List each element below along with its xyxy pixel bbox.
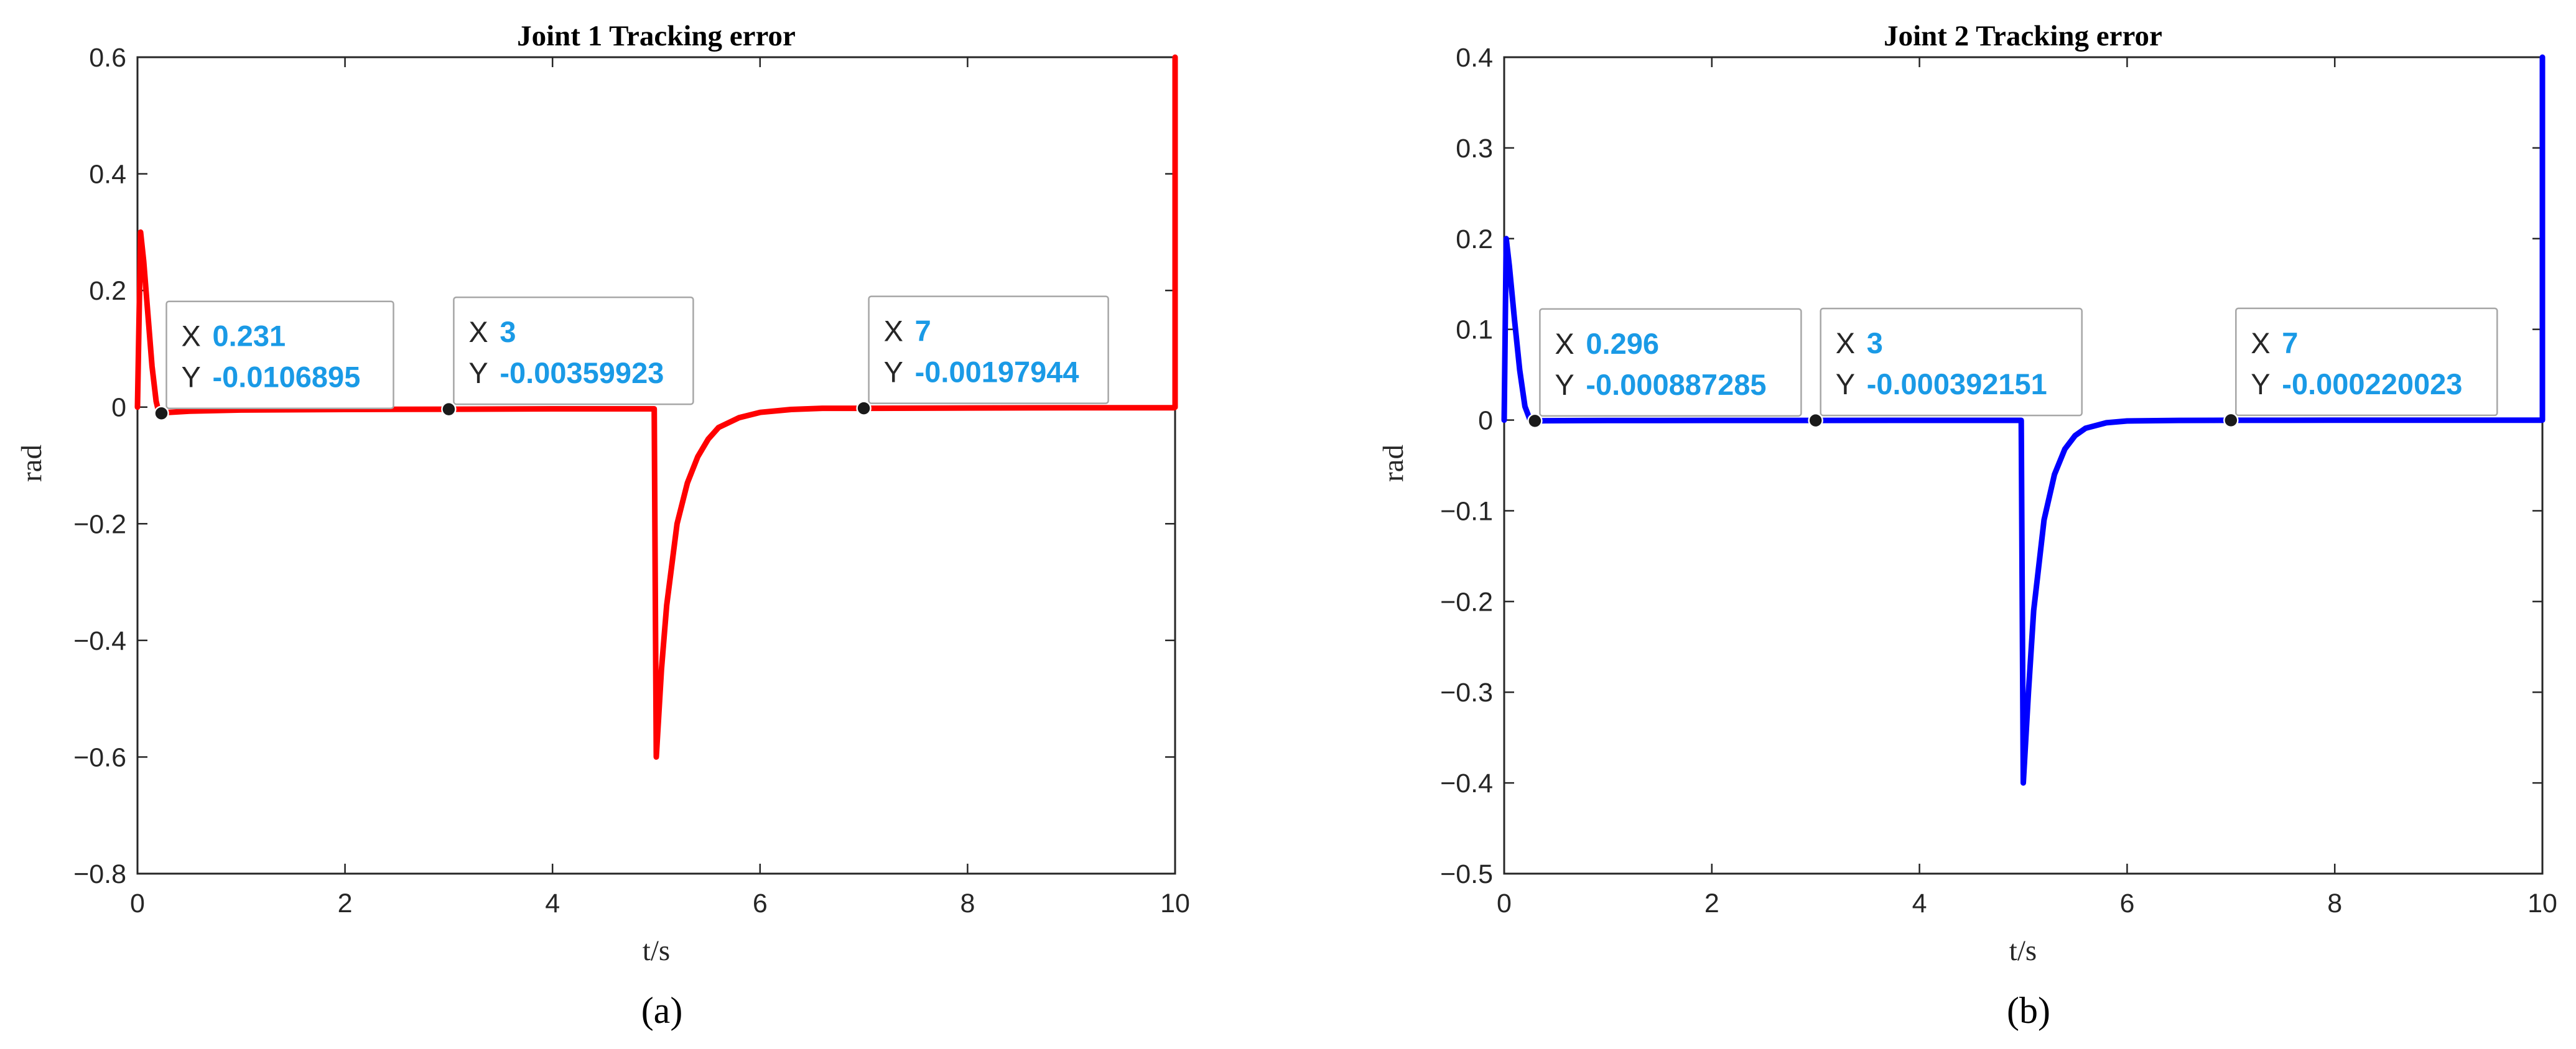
datatip[interactable]: X 7Y -0.000220023 [2223,307,2498,428]
y-axis-label: rad [1377,445,1410,482]
datatip-y-value: -0.000220023 [2282,367,2462,400]
datatip-x-key: X [1555,327,1574,360]
y-tick-label: −0.2 [73,509,126,539]
datatip-x-value: 0.296 [1586,327,1659,360]
datatip-box [453,296,694,405]
y-tick-label: 0 [1478,406,1493,436]
datatip-x-key: X [182,320,201,353]
x-tick-label: 2 [1704,889,1719,918]
datatip[interactable]: X 3Y -0.000392151 [1808,307,2083,428]
y-tick-label: 0.2 [89,276,126,306]
datatip-marker[interactable] [154,405,169,421]
panel-label: (a) [641,990,683,1031]
datatip-box [868,295,1109,404]
axes-frame [136,56,1176,875]
datatip-y-value: -0.000887285 [1586,368,1766,401]
datatip[interactable]: X 0.231 Y -0.0106895 [154,300,394,421]
y-tick-label: −0.6 [73,742,126,772]
datatip-x-value: 3 [1867,326,1883,359]
datatip-box [1820,307,2083,417]
y-tick-label: 0.1 [1456,315,1493,345]
datatip[interactable]: X 0.296 Y -0.000887285 [1527,308,1802,429]
axes-frame [1503,56,2544,875]
datatip-box [1539,308,1802,417]
y-tick-label: 0.3 [1456,134,1493,164]
datatip-y-value: -0.000392151 [1867,367,2047,400]
x-tick-label: 6 [753,889,768,918]
y-axis-label: rad [16,445,48,482]
y-tick-label: −0.8 [73,859,126,889]
series-line [1501,54,2546,786]
x-tick-label: 10 [2527,889,2557,918]
y-tick-label: 0.6 [89,43,126,73]
x-axis-label: t/s [2009,935,2037,967]
datatip-box [2235,307,2498,417]
datatip-y-key: Y [2251,367,2270,400]
plot-area [134,54,1178,875]
datatip-y-key: Y [1836,367,1855,400]
datatip-x-value: 7 [2282,326,2298,359]
chart-title: Joint 1 Tracking error [517,20,796,52]
y-tick-label: −0.4 [73,626,126,656]
datatip-x-value: 0.231 [213,320,286,353]
y-tick-label: 0.4 [1456,43,1493,73]
chart-title: Joint 2 Tracking error [1884,20,2162,52]
datatip-marker[interactable] [1527,413,1543,429]
datatip[interactable]: X 7Y -0.00197944 [856,295,1109,416]
y-tick-label: −0.5 [1440,859,1493,889]
datatip-y-key: Y [1555,368,1574,401]
axis-ticks: 0 2 4 6 8 10 −0.5 −0.4 −0.3 −0.2 −0.1 0 0.1 0.2 0.3 0.4 [1440,43,2557,918]
datatip-y-key: Y [182,361,201,394]
x-tick-label: 0 [130,889,145,918]
y-tick-label: 0.4 [89,160,126,190]
datatip-y-value: -0.0106895 [213,361,361,394]
datatip-y-key: Y [468,356,488,389]
panel-b: Joint 2 Tracking error rad t/s (b) 0 2 4 6 8… [1377,20,2557,1031]
y-tick-label: −0.4 [1440,769,1493,798]
datatip-box [165,300,394,409]
x-axis-label: t/s [643,935,670,967]
y-tick-label: −0.3 [1440,678,1493,708]
x-tick-label: 8 [2327,889,2342,918]
panel-a: Joint 1 Tracking error rad t/s (a) 0 2 4 6 8… [16,20,1190,1031]
datatip-marker[interactable] [441,401,457,417]
datatip-marker[interactable] [2223,412,2239,428]
y-tick-label: −0.1 [1440,496,1493,526]
datatip-x-key: X [1836,326,1855,359]
plot-area [1501,54,2546,875]
x-tick-label: 4 [545,889,560,918]
datatip[interactable]: X 3Y -0.00359923 [441,296,694,417]
x-tick-label: 2 [338,889,353,918]
y-tick-label: 0 [111,393,126,423]
datatip-y-value: -0.00359923 [500,356,664,389]
axis-ticks: 0 2 4 6 8 10 −0.8 −0.6 −0.4 −0.2 0 0.2 0.4 0.6 [73,43,1190,918]
x-tick-label: 6 [2119,889,2134,918]
datatip-y-value: -0.00197944 [915,356,1079,389]
panel-label: (b) [2007,990,2050,1031]
datatip-x-key: X [2251,326,2270,359]
datatip-marker[interactable] [856,400,872,416]
y-tick-label: −0.2 [1440,587,1493,617]
datatip-y-key: Y [884,356,903,389]
x-tick-label: 8 [960,889,975,918]
datatip-x-value: 7 [915,315,931,348]
datatip-marker[interactable] [1808,412,1823,428]
datatip-x-key: X [468,315,488,348]
y-tick-label: 0.2 [1456,224,1493,254]
x-tick-label: 0 [1497,889,1512,918]
x-tick-label: 4 [1912,889,1927,918]
datatip-x-key: X [884,315,903,348]
x-tick-label: 10 [1160,889,1190,918]
series-line [134,54,1178,760]
datatip-x-value: 3 [500,315,516,348]
